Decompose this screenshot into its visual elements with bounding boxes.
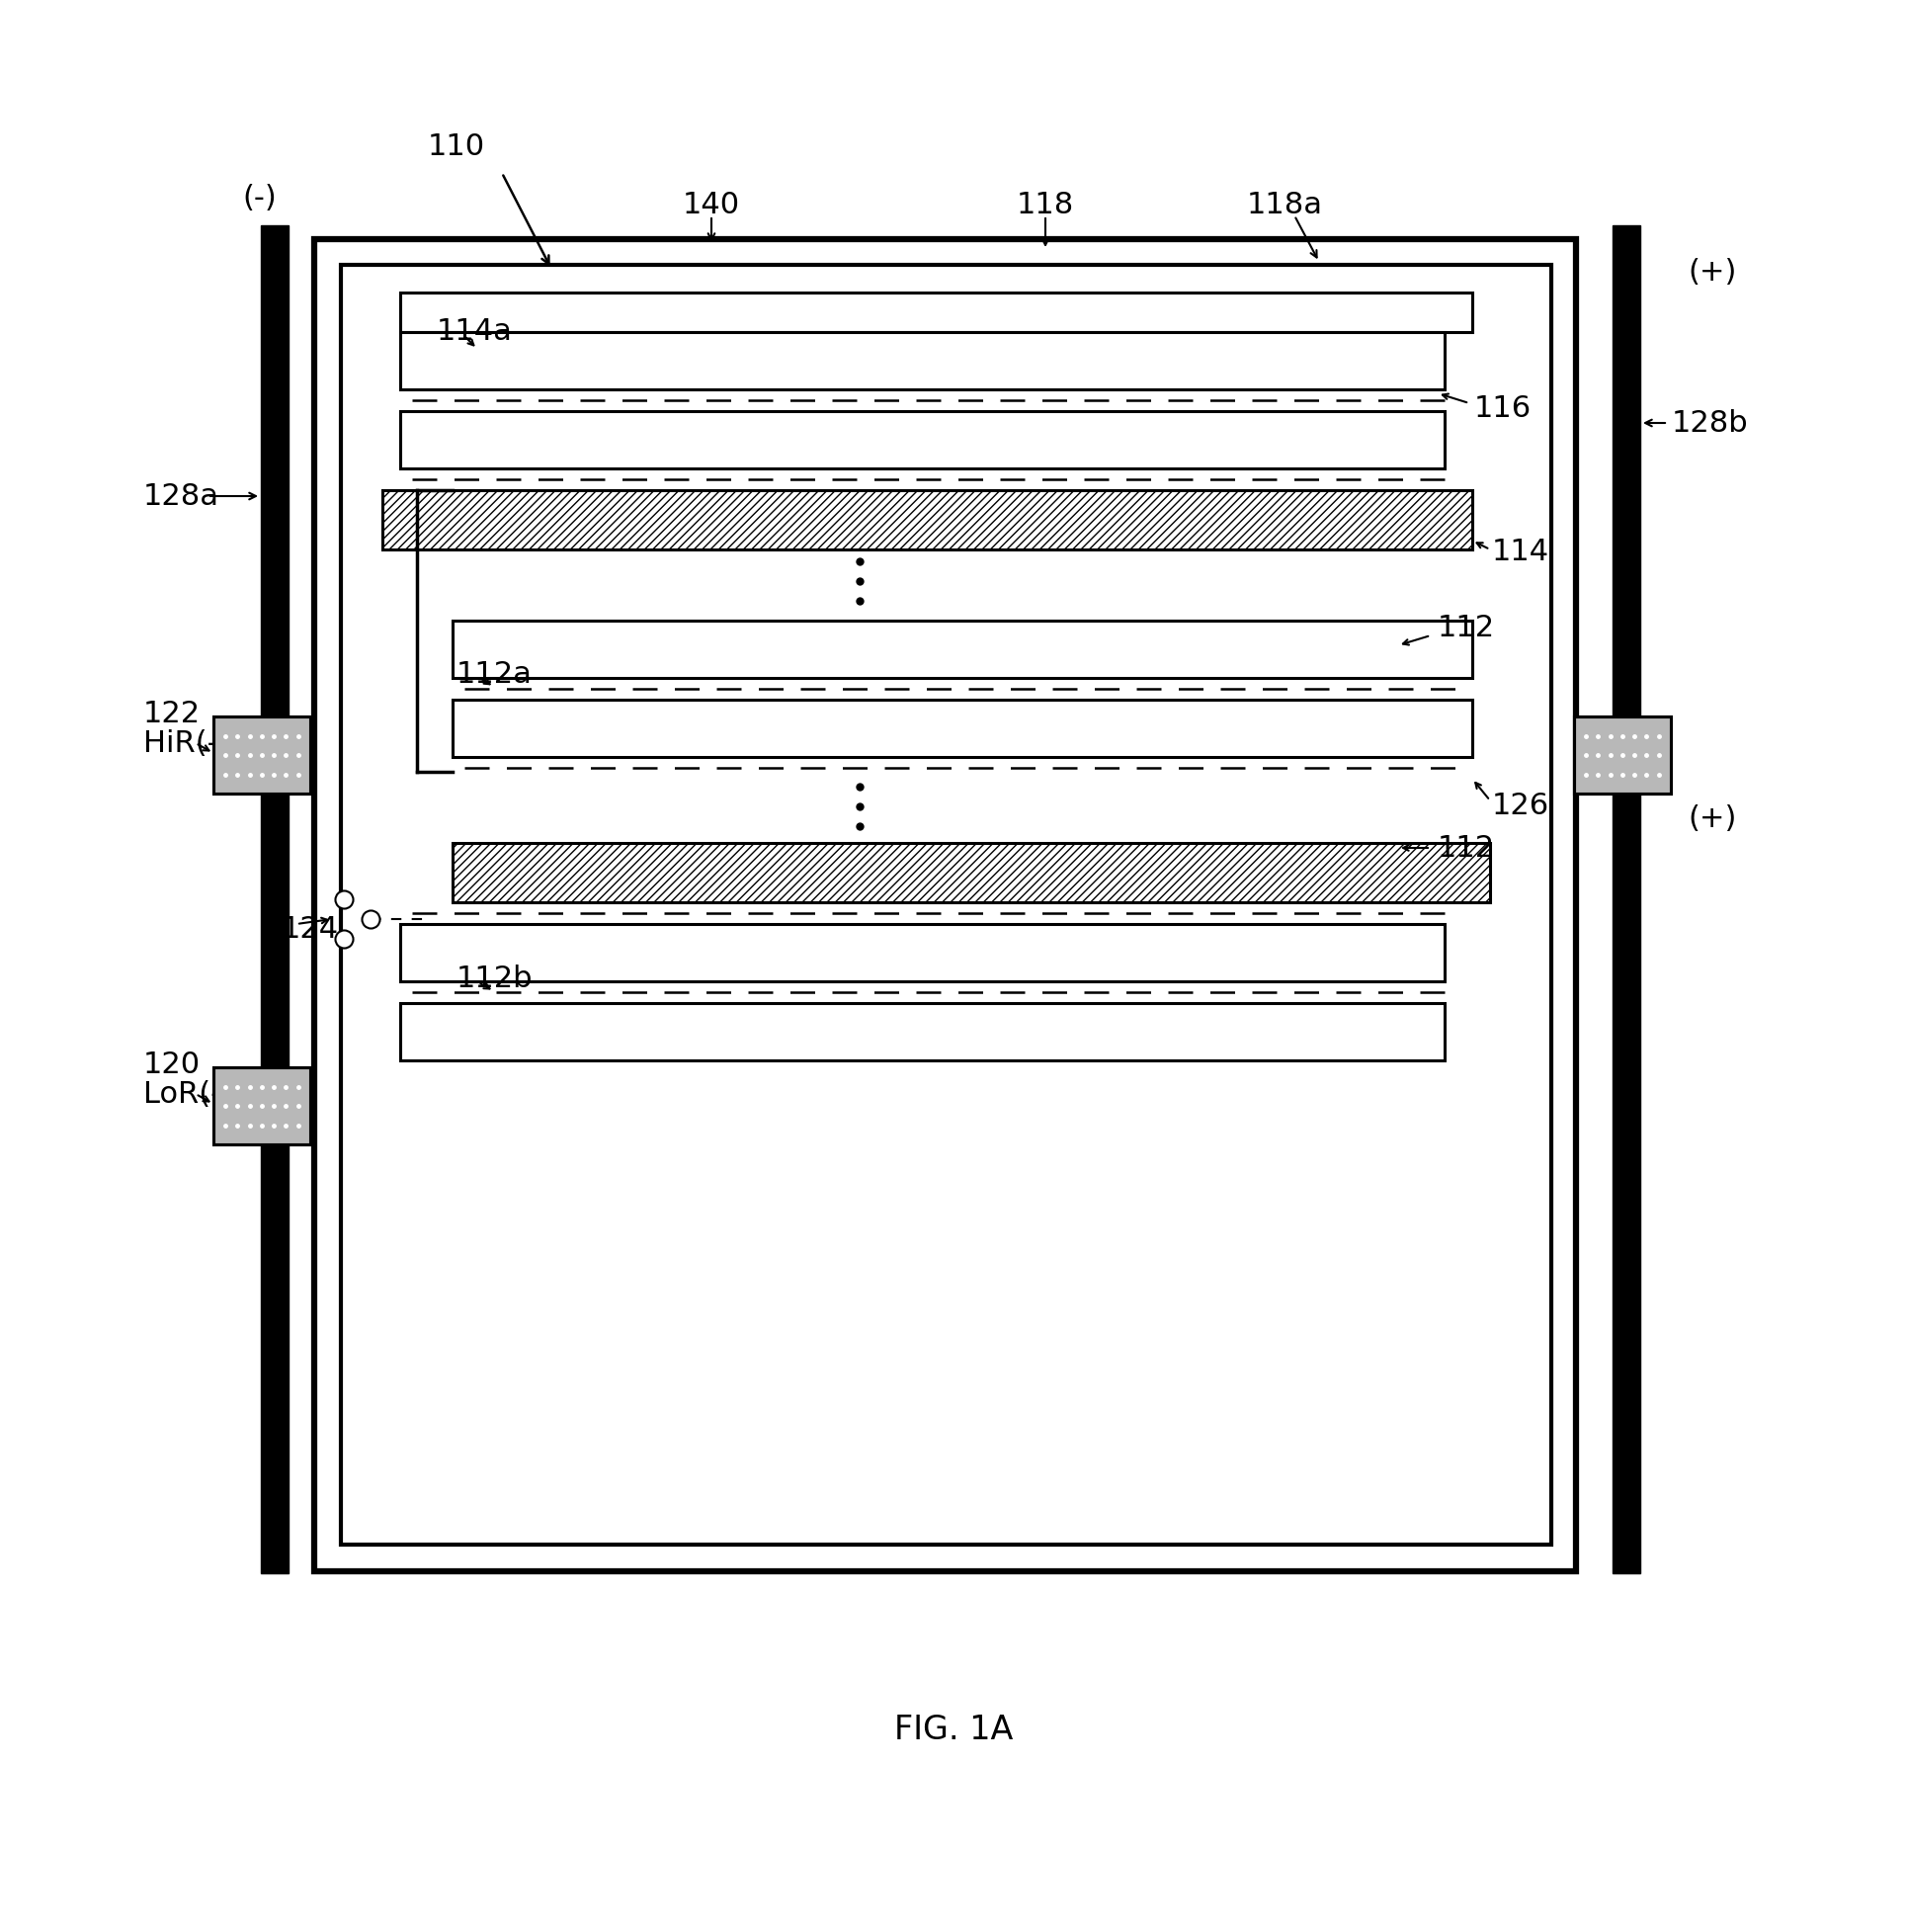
Text: 122: 122 — [143, 699, 200, 728]
Bar — [400, 292, 1472, 332]
Bar — [341, 265, 1550, 1544]
Bar — [1611, 226, 1640, 1573]
Bar — [400, 412, 1444, 468]
Text: HiR(-): HiR(-) — [143, 728, 229, 757]
Text: 112a: 112a — [456, 659, 532, 688]
Bar — [214, 717, 311, 794]
Text: 112: 112 — [1436, 833, 1495, 862]
Text: LoR(-): LoR(-) — [143, 1080, 233, 1109]
Bar — [315, 240, 1575, 1571]
Text: 112: 112 — [1436, 612, 1495, 641]
Text: 112b: 112b — [456, 964, 532, 993]
Text: 114: 114 — [1491, 537, 1548, 566]
Text: FIG. 1A: FIG. 1A — [894, 1714, 1013, 1747]
Bar — [452, 620, 1472, 678]
Text: 128b: 128b — [1671, 410, 1747, 437]
Bar — [214, 717, 311, 794]
Bar — [1573, 717, 1671, 794]
Bar — [400, 332, 1444, 390]
Text: 118a: 118a — [1245, 189, 1322, 218]
Text: 118: 118 — [1016, 189, 1074, 218]
Bar — [400, 1003, 1444, 1061]
Text: (+): (+) — [1688, 804, 1735, 833]
Text: 110: 110 — [427, 131, 484, 160]
Text: 116: 116 — [1474, 394, 1531, 423]
Text: 126: 126 — [1491, 790, 1548, 819]
Bar — [400, 923, 1444, 981]
Bar — [452, 842, 1489, 902]
Text: 114a: 114a — [437, 317, 513, 346]
Text: 120: 120 — [143, 1049, 200, 1078]
Bar — [452, 699, 1472, 757]
Text: 128a: 128a — [143, 481, 219, 510]
Bar — [1573, 717, 1671, 794]
Text: (+): (+) — [1688, 257, 1735, 286]
Text: 140: 140 — [683, 189, 740, 218]
Text: (-): (-) — [242, 184, 277, 213]
Bar — [261, 226, 288, 1573]
Bar — [381, 491, 1472, 549]
Bar — [214, 1066, 311, 1144]
Bar — [214, 1066, 311, 1144]
Text: 124: 124 — [282, 914, 339, 943]
